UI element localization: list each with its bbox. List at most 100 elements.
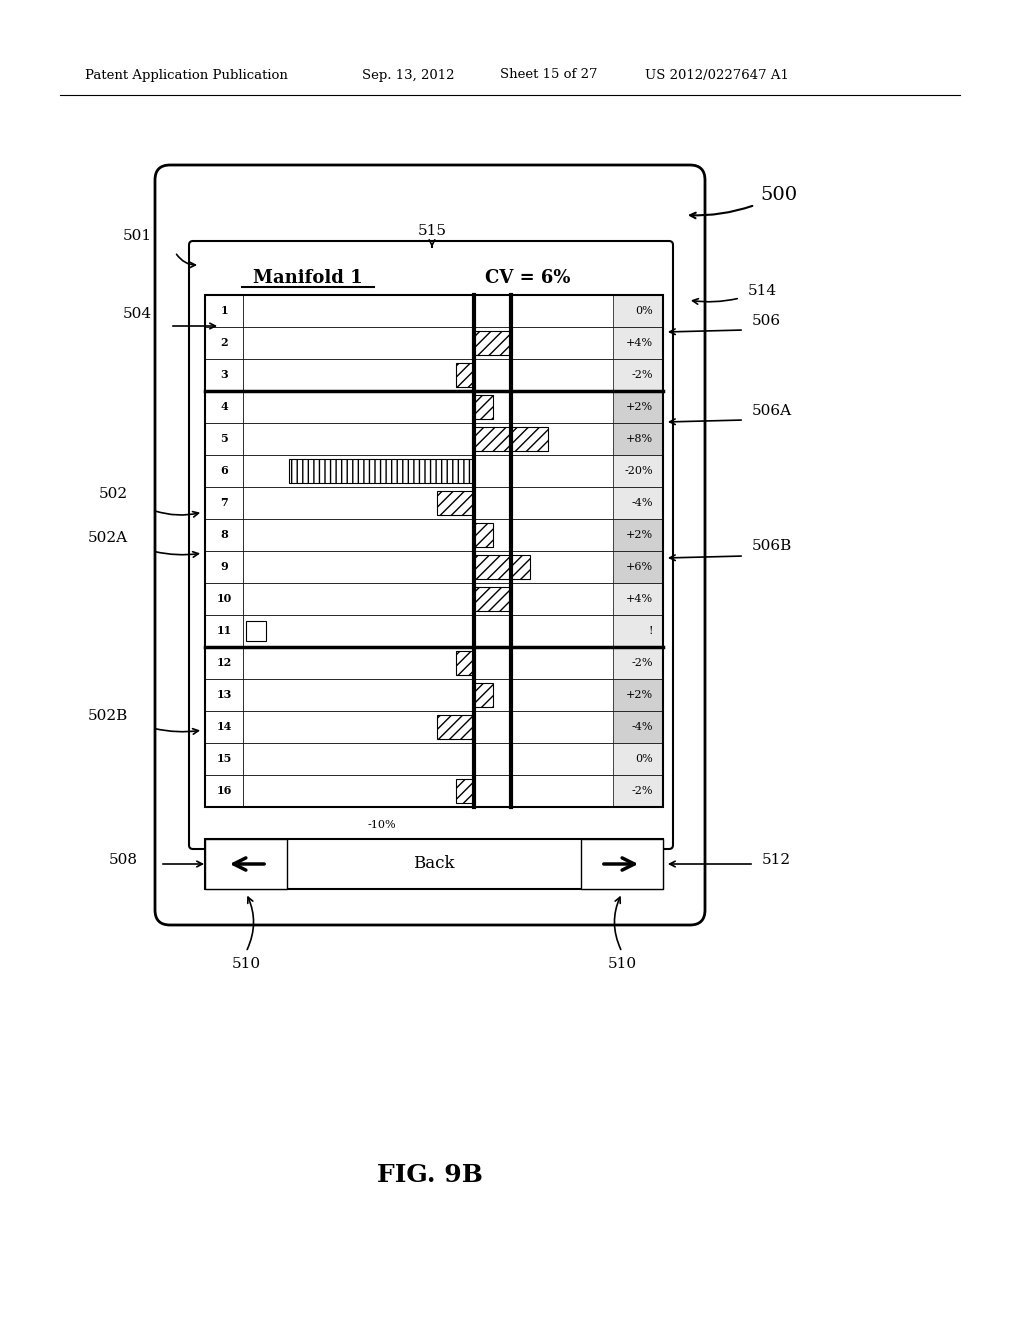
Bar bbox=[205, 422, 243, 455]
Text: 6: 6 bbox=[220, 466, 228, 477]
Bar bbox=[474, 395, 493, 418]
Text: -20%: -20% bbox=[625, 466, 653, 477]
Bar bbox=[205, 840, 287, 888]
Text: 8: 8 bbox=[220, 529, 228, 540]
Bar bbox=[205, 519, 243, 550]
Bar bbox=[205, 711, 243, 743]
Text: +6%: +6% bbox=[626, 562, 653, 572]
Text: US 2012/0227647 A1: US 2012/0227647 A1 bbox=[645, 69, 788, 82]
FancyBboxPatch shape bbox=[155, 165, 705, 925]
Text: -2%: -2% bbox=[632, 657, 653, 668]
Text: -4%: -4% bbox=[632, 498, 653, 508]
Bar bbox=[243, 583, 613, 615]
Bar bbox=[243, 678, 613, 711]
Text: 502A: 502A bbox=[88, 531, 128, 545]
Bar bbox=[474, 682, 493, 708]
Text: -10%: -10% bbox=[368, 820, 396, 830]
Text: 5: 5 bbox=[220, 433, 228, 445]
Text: 512: 512 bbox=[762, 853, 792, 867]
Bar bbox=[581, 840, 663, 888]
Bar bbox=[205, 678, 243, 711]
Text: 11: 11 bbox=[216, 626, 231, 636]
Bar bbox=[205, 487, 243, 519]
Text: 510: 510 bbox=[231, 957, 260, 972]
Bar bbox=[456, 651, 474, 675]
Bar bbox=[243, 391, 613, 422]
Text: 504: 504 bbox=[123, 308, 152, 321]
Text: 514: 514 bbox=[748, 284, 777, 298]
Bar bbox=[243, 647, 613, 678]
Text: Patent Application Publication: Patent Application Publication bbox=[85, 69, 288, 82]
Bar bbox=[205, 583, 663, 615]
Text: 501: 501 bbox=[123, 228, 152, 243]
Bar bbox=[437, 491, 474, 515]
Text: Back: Back bbox=[414, 855, 455, 873]
Text: 515: 515 bbox=[418, 224, 446, 238]
Bar bbox=[243, 422, 613, 455]
Text: +2%: +2% bbox=[626, 531, 653, 540]
Text: 506: 506 bbox=[752, 314, 781, 327]
Text: 1: 1 bbox=[220, 305, 227, 317]
Bar bbox=[205, 327, 243, 359]
Text: 0%: 0% bbox=[635, 306, 653, 315]
Text: 7: 7 bbox=[220, 498, 228, 508]
Bar bbox=[474, 554, 529, 579]
Bar bbox=[205, 615, 663, 647]
Bar bbox=[243, 327, 613, 359]
Text: 500: 500 bbox=[760, 186, 797, 205]
Bar bbox=[205, 775, 663, 807]
Text: 502: 502 bbox=[99, 487, 128, 502]
Bar bbox=[474, 426, 548, 451]
Bar bbox=[205, 455, 243, 487]
Bar bbox=[205, 840, 663, 888]
Text: 508: 508 bbox=[109, 853, 138, 867]
Bar bbox=[205, 678, 663, 711]
Text: +2%: +2% bbox=[626, 403, 653, 412]
Text: 10: 10 bbox=[216, 594, 231, 605]
Bar bbox=[456, 779, 474, 803]
Text: 510: 510 bbox=[607, 957, 637, 972]
Bar bbox=[205, 327, 663, 359]
Bar bbox=[243, 294, 613, 327]
Bar bbox=[205, 647, 663, 678]
Text: +4%: +4% bbox=[626, 338, 653, 348]
Bar bbox=[474, 523, 493, 546]
Text: -2%: -2% bbox=[632, 785, 653, 796]
Bar bbox=[205, 455, 663, 487]
Bar bbox=[243, 359, 613, 391]
Bar bbox=[205, 359, 243, 391]
Text: -4%: -4% bbox=[632, 722, 653, 733]
Text: Manifold 1: Manifold 1 bbox=[253, 269, 362, 286]
Text: 506B: 506B bbox=[752, 539, 793, 553]
Bar bbox=[474, 587, 511, 611]
Bar bbox=[246, 620, 266, 642]
Text: 15: 15 bbox=[216, 754, 231, 764]
Bar bbox=[205, 550, 243, 583]
Bar bbox=[205, 391, 243, 422]
Text: -2%: -2% bbox=[632, 370, 653, 380]
Text: 2: 2 bbox=[220, 338, 227, 348]
FancyBboxPatch shape bbox=[189, 242, 673, 849]
Bar bbox=[243, 775, 613, 807]
Text: 4: 4 bbox=[220, 401, 228, 412]
Bar bbox=[205, 359, 663, 391]
Text: +4%: +4% bbox=[626, 594, 653, 605]
Bar bbox=[456, 363, 474, 387]
Bar bbox=[205, 550, 663, 583]
Bar bbox=[205, 743, 663, 775]
Text: 3: 3 bbox=[220, 370, 228, 380]
Bar bbox=[243, 519, 613, 550]
Text: +2%: +2% bbox=[626, 690, 653, 700]
Bar bbox=[243, 615, 613, 647]
Text: Sheet 15 of 27: Sheet 15 of 27 bbox=[500, 69, 597, 82]
Bar bbox=[205, 743, 243, 775]
Bar bbox=[243, 711, 613, 743]
Text: 9: 9 bbox=[220, 561, 228, 573]
Text: !: ! bbox=[648, 626, 653, 636]
Text: 12: 12 bbox=[216, 657, 231, 668]
Bar bbox=[205, 294, 243, 327]
Bar bbox=[205, 422, 663, 455]
Bar bbox=[243, 487, 613, 519]
Bar bbox=[474, 331, 511, 355]
Text: FIG. 9B: FIG. 9B bbox=[377, 1163, 483, 1187]
